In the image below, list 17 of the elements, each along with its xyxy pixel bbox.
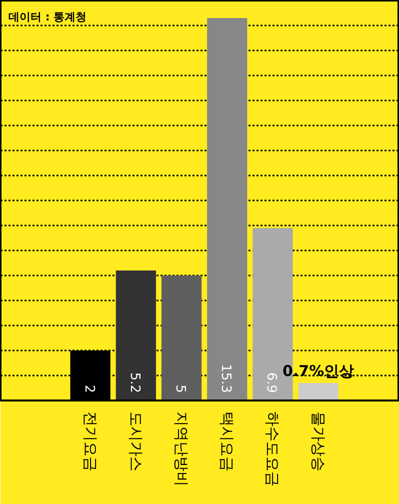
x-tick-label: 택시요금	[218, 412, 236, 472]
x-tick-label: 물가상승	[309, 412, 328, 472]
bar	[207, 18, 248, 400]
data-label: 6.9	[264, 372, 279, 394]
x-tick-label: 지역난방비	[172, 412, 191, 486]
data-label: 5.2	[126, 372, 142, 394]
data-label: 5	[172, 384, 188, 394]
bar	[298, 383, 338, 400]
x-tick-label: 하수도요금	[264, 412, 282, 486]
data-label: 0.7%인상	[282, 362, 354, 380]
bar	[161, 276, 202, 400]
bar	[116, 270, 156, 400]
annotation: 데이터 : 통계청	[8, 10, 87, 24]
data-label: 15.3	[218, 364, 234, 394]
data-label: 2	[81, 384, 96, 394]
x-tick-label: 도시가스	[126, 412, 145, 472]
x-tick-label: 전기요금	[81, 412, 100, 472]
